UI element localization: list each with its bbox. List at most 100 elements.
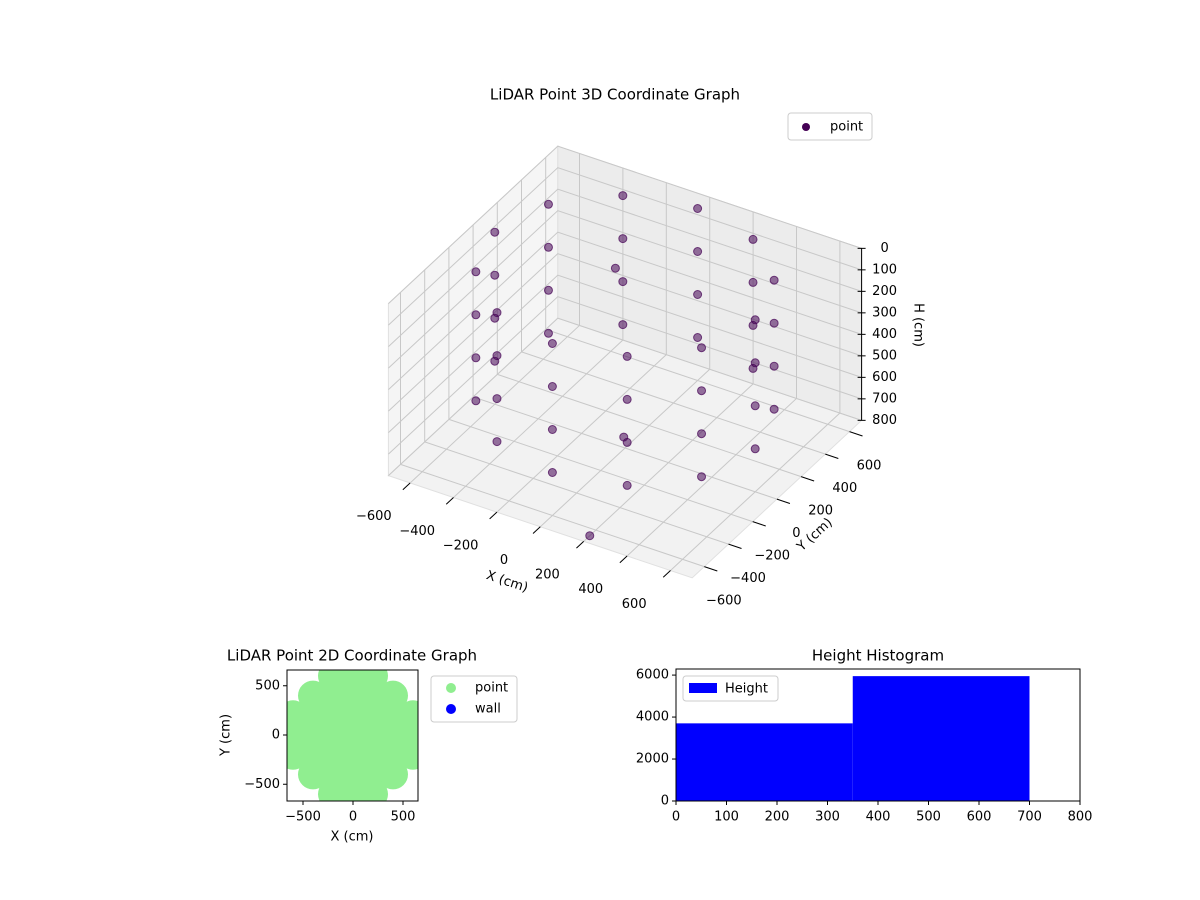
grid-line: [388, 167, 862, 326]
point: [693, 204, 703, 213]
tick-mark: [662, 570, 671, 578]
x-tick-label: 600: [622, 597, 647, 612]
y-tick-label: 200: [808, 504, 833, 519]
tick-mark: [800, 476, 815, 482]
point: [610, 263, 620, 273]
point: [547, 382, 557, 391]
legend-label: point: [475, 681, 508, 696]
grid-line: [388, 317, 862, 477]
grid-line: [388, 188, 862, 348]
grid-line: [388, 253, 862, 412]
z-tick-label: 200: [872, 284, 897, 299]
point: [697, 386, 707, 396]
x-tick-label: 100: [714, 810, 739, 825]
z-tick-label: 100: [872, 262, 897, 277]
point: [492, 437, 502, 447]
point: [748, 234, 758, 244]
grid-line: [388, 145, 862, 305]
point: [543, 328, 553, 338]
point: [619, 432, 629, 442]
x-tick-label: 300: [815, 810, 840, 825]
point: [693, 247, 703, 256]
x-tick-label: −500: [285, 810, 321, 825]
point: [490, 356, 500, 366]
chart-histogram: 0 100 200 300 400 500 600 700 800 0 2000 4000 6000 He…: [636, 647, 1093, 825]
point: [769, 404, 779, 414]
point: [750, 444, 760, 454]
point: [358, 670, 388, 691]
point: [490, 270, 500, 280]
point: [769, 318, 779, 328]
x-tick-label: 0: [349, 810, 357, 825]
point: [471, 310, 481, 320]
tick-mark: [849, 431, 863, 437]
tick-mark: [445, 497, 454, 505]
y-tick-label: −200: [754, 549, 790, 564]
tick-mark: [619, 555, 628, 564]
z-tick-label: 800: [872, 413, 897, 428]
x-tick-label: 0: [672, 810, 680, 825]
tick-mark: [576, 540, 585, 549]
x-tick-label: 800: [1068, 810, 1093, 825]
point: [769, 361, 779, 371]
point: [490, 227, 500, 237]
legend-box: [682, 675, 779, 702]
z-tick-label: 600: [872, 370, 897, 385]
x-tick-label: 0: [500, 553, 508, 568]
x-tick-label: 200: [535, 568, 560, 583]
point: [693, 333, 703, 342]
x-tick-label: 600: [967, 810, 992, 825]
point: [492, 394, 502, 404]
x-tick-label: 200: [765, 810, 790, 825]
bar: [676, 723, 853, 801]
grid-line: [388, 296, 862, 455]
x-tick-label: 700: [1017, 810, 1042, 825]
chart-2d: −500 0 500 −500 0 500 LiDAR Point 2D Coordinat…: [219, 647, 518, 845]
tick-mark: [489, 511, 498, 520]
tick-mark: [752, 521, 766, 527]
y-tick-label: −600: [706, 594, 742, 609]
legend-marker: [802, 123, 810, 131]
y-tick-label: 0: [661, 794, 669, 809]
y-tick-label: −500: [244, 777, 280, 792]
point: [618, 191, 628, 201]
tick-mark: [532, 526, 541, 534]
point: [471, 396, 481, 406]
z-tick-label: 700: [872, 391, 897, 406]
point: [748, 277, 758, 287]
z-tick-label: 400: [872, 327, 897, 342]
grid-line: [388, 231, 862, 391]
point: [398, 739, 418, 770]
y-axis-label: Y (cm): [219, 714, 234, 757]
x-tick-label: 400: [866, 810, 891, 825]
y-tick-label: 2000: [636, 752, 669, 767]
point: [697, 429, 707, 439]
plot-area: [287, 670, 418, 801]
y-tick-label: 0: [272, 728, 280, 743]
point: [769, 275, 779, 285]
point: [618, 277, 628, 287]
y-tick-label: 600: [857, 459, 882, 474]
x-tick-label: −400: [399, 524, 435, 539]
legend-label: wall: [475, 702, 501, 717]
point: [543, 199, 553, 209]
tick-mark: [402, 482, 411, 491]
point: [543, 242, 553, 252]
point: [618, 320, 628, 330]
point: [547, 339, 557, 348]
point: [622, 351, 632, 361]
z-tick-label: 0: [880, 241, 888, 256]
x-axis-label: X (cm): [331, 830, 374, 845]
y-tick-label: 400: [832, 481, 857, 496]
x-tick-label: −200: [443, 538, 479, 553]
point: [693, 290, 703, 299]
x-tick-label: 500: [391, 810, 416, 825]
legend-box: [787, 112, 873, 141]
point: [697, 472, 707, 482]
point: [398, 700, 418, 731]
x-tick-label: 500: [916, 810, 941, 825]
point: [490, 313, 500, 323]
legend-label: point: [830, 120, 863, 135]
